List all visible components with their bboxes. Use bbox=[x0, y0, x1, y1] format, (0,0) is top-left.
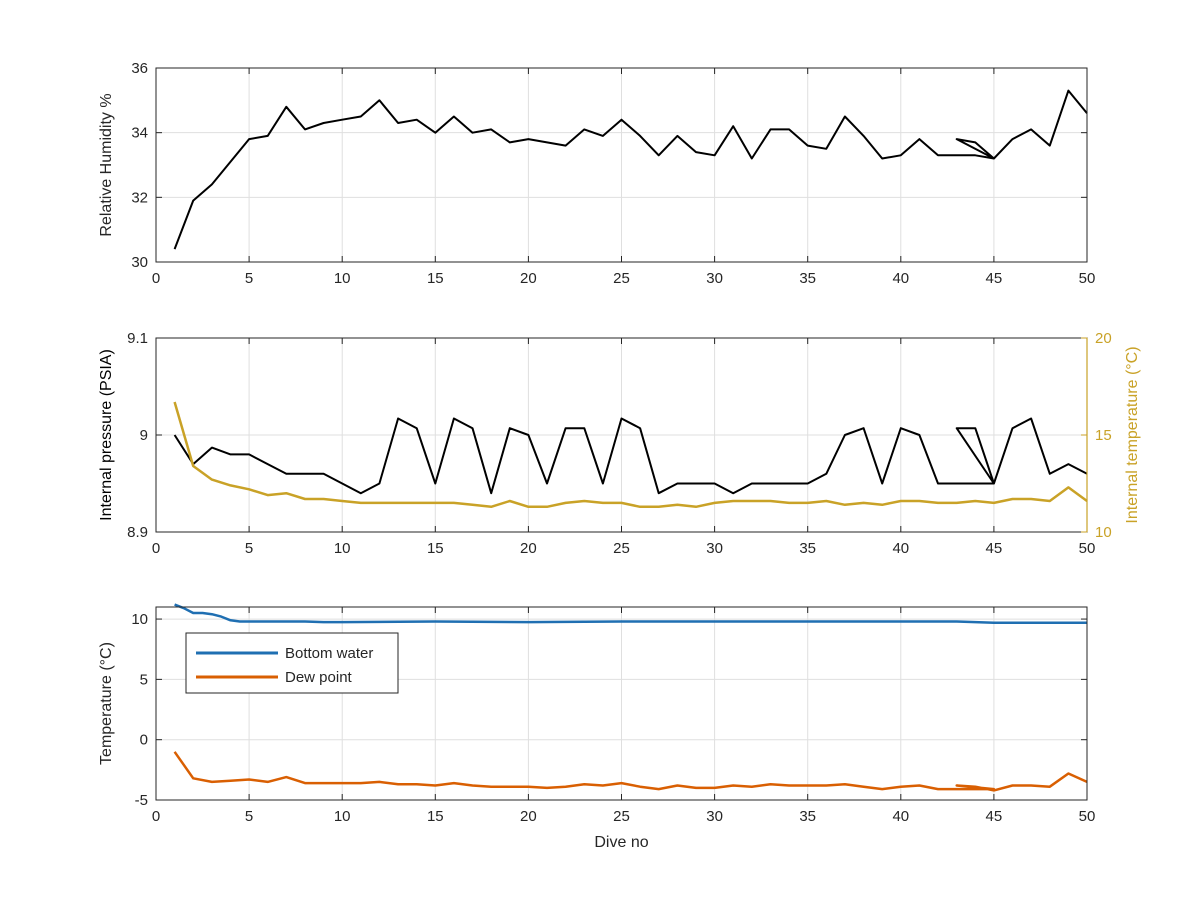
series-line-1 bbox=[173, 417, 1088, 495]
x-tick-label: 15 bbox=[427, 808, 444, 825]
x-tick-label: 10 bbox=[334, 808, 351, 825]
x-tick-label: 35 bbox=[799, 270, 816, 287]
x-tick-label: 40 bbox=[892, 270, 909, 287]
legend-box bbox=[185, 632, 399, 694]
legend: Bottom water Dew point bbox=[185, 632, 399, 694]
subplot-2: 0 5 10 15 20 25 30 35 40 45 50 8.9 9 9.1 10 15 20 Interna… bbox=[98, 330, 1141, 557]
x-tick-label: 5 bbox=[245, 808, 253, 825]
series-line-bottom-water bbox=[174, 603, 1087, 624]
y-tick-label: 0 bbox=[140, 732, 148, 749]
x-tick-label: 15 bbox=[427, 540, 444, 557]
x-tick-label: 0 bbox=[152, 270, 160, 287]
subplot-1: 0 5 10 15 20 25 30 35 40 45 50 30 32 34 36 Relative Hum… bbox=[98, 60, 1095, 287]
x-tick-label: 45 bbox=[986, 540, 1003, 557]
y-tick-label: 32 bbox=[131, 189, 148, 206]
y-tick-label: -5 bbox=[135, 792, 148, 809]
y-tick-label: 10 bbox=[131, 611, 148, 628]
y2-tick-label: 10 bbox=[1095, 524, 1112, 541]
x-tick-label: 45 bbox=[986, 270, 1003, 287]
y2-axis-label: Internal temperature (°C) bbox=[1124, 346, 1141, 523]
x-tick-label: 5 bbox=[245, 540, 253, 557]
series-line-dew-point bbox=[173, 751, 1088, 792]
y2-tick-label: 15 bbox=[1095, 427, 1112, 444]
y-tick-label: 9.1 bbox=[127, 330, 148, 347]
x-tick-label: 10 bbox=[334, 540, 351, 557]
x-tick-label: 40 bbox=[892, 540, 909, 557]
x-tick-label: 10 bbox=[334, 270, 351, 287]
y-tick-label: 30 bbox=[131, 254, 148, 271]
series-line-1 bbox=[173, 89, 1088, 250]
x-tick-label: 25 bbox=[613, 808, 630, 825]
x-axis-label: Dive no bbox=[594, 834, 648, 851]
y-tick-label: 9 bbox=[140, 427, 148, 444]
x-tick-label: 50 bbox=[1079, 808, 1096, 825]
y-tick-label: 8.9 bbox=[127, 524, 148, 541]
x-tick-label: 20 bbox=[520, 540, 537, 557]
x-tick-label: 35 bbox=[799, 808, 816, 825]
y-axis-label: Temperature (°C) bbox=[98, 642, 115, 765]
x-tick-label: 50 bbox=[1079, 270, 1096, 287]
x-tick-label: 45 bbox=[986, 808, 1003, 825]
x-tick-label: 5 bbox=[245, 270, 253, 287]
y-tick-label: 34 bbox=[131, 125, 148, 142]
x-tick-label: 50 bbox=[1079, 540, 1096, 557]
series-line-2 bbox=[173, 401, 1088, 509]
x-tick-label: 25 bbox=[613, 270, 630, 287]
y-axis-label: Relative Humidity % bbox=[98, 93, 115, 236]
x-tick-label: 20 bbox=[520, 808, 537, 825]
x-tick-label: 30 bbox=[706, 540, 723, 557]
x-tick-label: 25 bbox=[613, 540, 630, 557]
x-tick-label: 15 bbox=[427, 270, 444, 287]
legend-label-2: Dew point bbox=[285, 669, 353, 686]
x-tick-label: 30 bbox=[706, 808, 723, 825]
y-tick-label: 36 bbox=[131, 60, 148, 77]
x-tick-label: 30 bbox=[706, 270, 723, 287]
x-tick-label: 40 bbox=[892, 808, 909, 825]
y2-tick-label: 20 bbox=[1095, 330, 1112, 347]
x-tick-label: 20 bbox=[520, 270, 537, 287]
x-tick-label: 0 bbox=[152, 808, 160, 825]
legend-label-1: Bottom water bbox=[285, 645, 373, 662]
x-tick-label: 0 bbox=[152, 540, 160, 557]
y-axis-label: Internal pressure (PSIA) bbox=[98, 349, 115, 521]
x-tick-label: 35 bbox=[799, 540, 816, 557]
y-tick-label: 5 bbox=[140, 671, 148, 688]
